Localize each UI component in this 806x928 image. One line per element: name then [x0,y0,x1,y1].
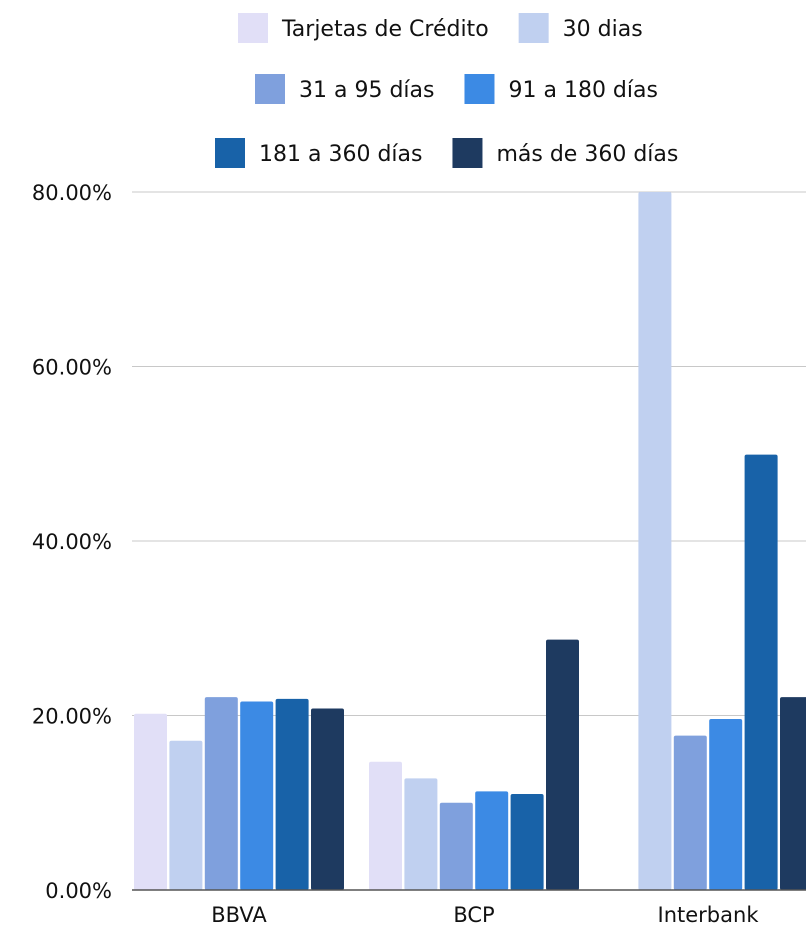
y-tick-label: 0.00% [45,879,112,903]
bar [780,697,806,890]
bar [134,713,167,890]
bar [275,698,309,890]
bar [510,794,544,890]
bar [475,791,509,890]
legend-label: 181 a 360 días [259,142,422,167]
bar [240,701,274,890]
legend-item: 30 dias [518,13,643,43]
axes: 0.00% 20.00% 40.00% 60.00% 80.00% BBVA BCP Inte… [32,181,806,927]
legend-item: 181 a 360 días [215,138,422,168]
x-tick-label: Interbank [658,903,760,927]
y-tick-label: 40.00% [32,530,112,554]
y-tick-label: 80.00% [32,181,112,205]
legend-label: 91 a 180 días [508,78,657,103]
bar [546,639,579,890]
bar [709,718,743,890]
bar [744,454,778,890]
y-tick-label: 20.00% [32,705,112,729]
bar [204,697,238,890]
gridlines [132,191,806,716]
legend-label: 31 a 95 días [299,78,434,103]
bar [369,761,402,890]
legend-swatch [215,138,245,168]
legend-item: 91 a 180 días [464,74,658,104]
legend-item: más de 360 días [452,138,678,168]
bar [673,735,707,890]
bar [638,192,672,890]
legend: Tarjetas de Crédito 30 dias 31 a 95 días 91… [215,13,678,168]
y-tick-label: 60.00% [32,356,112,380]
legend-label: 30 dias [563,17,643,42]
legend-swatch [255,74,285,104]
bar [404,778,438,890]
bar [311,708,344,890]
legend-label: Tarjetas de Crédito [281,17,489,42]
legend-swatch [464,74,495,104]
legend-item: Tarjetas de Crédito [238,13,489,43]
legend-item: 31 a 95 días [255,74,434,104]
bar [439,802,473,890]
legend-swatch [518,13,549,43]
legend-label: más de 360 días [496,142,678,167]
bars [134,192,806,890]
legend-swatch [238,13,268,43]
x-tick-label: BBVA [211,903,267,927]
x-tick-label: BCP [453,903,494,927]
bar [169,740,203,890]
legend-swatch [452,138,483,168]
